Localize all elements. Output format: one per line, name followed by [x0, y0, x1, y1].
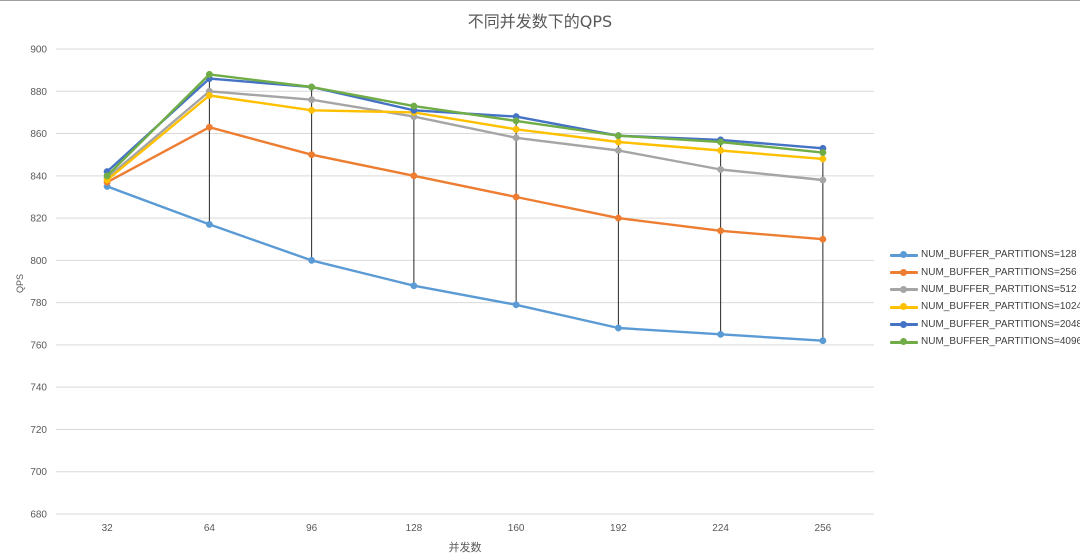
legend-label: NUM_BUFFER_PARTITIONS=4096	[921, 336, 1080, 348]
x-tick-label: 160	[508, 523, 525, 534]
data-point-s2	[614, 214, 622, 222]
series-line-6	[105, 73, 825, 178]
data-point-s4	[819, 155, 827, 163]
legend: NUM_BUFFER_PARTITIONS=128 NUM_BUFFER_PART…	[890, 246, 1080, 350]
legend-label: NUM_BUFFER_PARTITIONS=512	[921, 283, 1077, 295]
data-point-s2	[717, 227, 725, 235]
data-point-s4	[205, 92, 213, 99]
data-point-s3	[819, 176, 827, 184]
data-point-s4	[717, 147, 725, 154]
legend-swatch	[890, 337, 918, 347]
y-tick-label: 780	[30, 298, 47, 309]
y-tick-label: 800	[30, 256, 47, 267]
x-axis-label: 并发数	[449, 540, 482, 554]
data-point-s4	[308, 106, 316, 114]
x-tick-label: 256	[815, 523, 832, 534]
data-point-s6	[512, 117, 520, 125]
y-tick-label: 760	[30, 340, 47, 351]
y-tick-label: 700	[30, 467, 47, 478]
y-tick-label: 900	[30, 45, 47, 56]
legend-item: NUM_BUFFER_PARTITIONS=128	[890, 246, 1080, 263]
legend-swatch	[890, 284, 918, 294]
data-point-s3	[308, 96, 316, 104]
legend-label: NUM_BUFFER_PARTITIONS=1024	[921, 301, 1080, 313]
data-point-s1	[717, 330, 725, 338]
y-tick-label: 860	[30, 129, 47, 140]
x-tick-label: 64	[204, 523, 216, 534]
data-point-s6	[410, 102, 418, 110]
data-point-s2	[410, 172, 418, 180]
y-tick-label: 720	[30, 425, 47, 436]
y-axis-label: QPS	[15, 274, 25, 293]
data-point-s1	[819, 337, 827, 345]
x-tick-label: 96	[306, 523, 318, 534]
data-point-s4	[512, 125, 520, 133]
legend-label: NUM_BUFFER_PARTITIONS=128	[921, 249, 1077, 261]
data-point-s4	[614, 138, 622, 146]
legend-swatch	[890, 302, 918, 312]
y-tick-label: 820	[30, 214, 47, 225]
y-tick-label: 680	[30, 510, 47, 521]
data-point-s6	[717, 138, 725, 146]
data-point-s2	[205, 123, 213, 131]
y-tick-label: 840	[30, 171, 47, 182]
data-point-s2	[512, 193, 520, 201]
data-point-s1	[512, 301, 520, 309]
data-point-s6	[819, 149, 827, 157]
x-tick-label: 192	[610, 523, 627, 534]
data-point-s1	[614, 324, 622, 332]
data-point-s1	[410, 282, 418, 290]
chart-title: 不同并发数下的QPS	[467, 12, 613, 31]
series-line-2	[105, 125, 825, 241]
data-point-s6	[308, 83, 316, 91]
data-point-s1	[205, 220, 213, 228]
data-point-s3	[717, 166, 725, 173]
data-point-s3	[614, 147, 622, 154]
legend-item: NUM_BUFFER_PARTITIONS=2048	[890, 316, 1080, 333]
data-point-s1	[308, 256, 316, 264]
legend-item: NUM_BUFFER_PARTITIONS=4096	[890, 333, 1080, 350]
legend-label: NUM_BUFFER_PARTITIONS=256	[921, 266, 1077, 278]
legend-swatch	[890, 319, 918, 329]
legend-item: NUM_BUFFER_PARTITIONS=1024	[890, 298, 1080, 315]
series-line-3	[105, 90, 825, 182]
data-point-s6	[205, 70, 213, 78]
data-point-s2	[308, 151, 316, 159]
y-tick-label: 880	[30, 87, 47, 98]
legend-item: NUM_BUFFER_PARTITIONS=512	[890, 281, 1080, 298]
x-tick-label: 224	[712, 523, 729, 534]
data-point-s6	[614, 132, 622, 140]
series-line-1	[105, 185, 825, 342]
series-line-4	[105, 94, 825, 182]
legend-label: NUM_BUFFER_PARTITIONS=2048	[921, 318, 1080, 330]
data-point-s6	[103, 172, 111, 180]
data-point-s2	[819, 235, 827, 243]
legend-swatch	[890, 250, 918, 260]
window-top-edge	[0, 0, 1080, 1]
legend-item: NUM_BUFFER_PARTITIONS=256	[890, 263, 1080, 280]
x-tick-label: 128	[406, 523, 423, 534]
legend-swatch	[890, 267, 918, 277]
y-tick-label: 740	[30, 383, 47, 394]
x-tick-label: 32	[102, 523, 114, 534]
data-point-s3	[512, 134, 520, 142]
